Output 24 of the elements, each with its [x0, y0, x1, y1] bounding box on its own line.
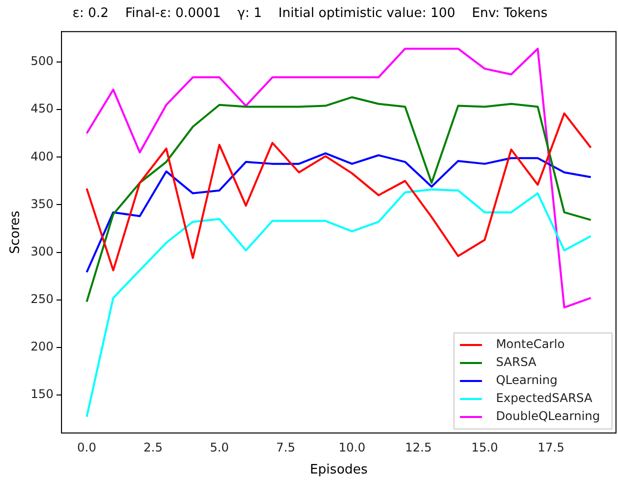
x-tick-label: 10.0	[338, 440, 366, 454]
x-tick-label: 7.5	[276, 440, 296, 454]
y-axis-title: Scores	[8, 210, 24, 254]
legend-label: SARSA	[496, 355, 538, 370]
x-tick-label: 0.0	[77, 440, 96, 454]
chart-title: ε: 0.2 Final-ε: 0.0001 γ: 1 Initial optimistic value: 100 Env: Tokens	[72, 6, 548, 22]
y-tick-label: 150	[30, 387, 54, 402]
y-tick-label: 300	[30, 244, 54, 258]
y-tick-label: 350	[30, 196, 54, 211]
y-tick-label: 200	[30, 340, 54, 354]
x-tick-label: 5.0	[210, 440, 229, 454]
y-tick-label: 400	[30, 149, 54, 164]
y-tick-label: 500	[30, 54, 54, 68]
legend-label: QLearning	[496, 373, 558, 388]
y-tick-label: 450	[30, 102, 54, 116]
x-tick-label: 17.5	[538, 440, 564, 454]
legend-label: ExpectedSARSA	[496, 391, 594, 406]
legend-label: DoubleQLearning	[496, 409, 600, 424]
x-tick-label: 15.0	[471, 440, 498, 454]
y-tick-label: 250	[30, 292, 54, 306]
legend-label: MonteCarlo	[496, 337, 565, 352]
x-axis-title: Episodes	[310, 462, 368, 478]
x-tick-label: 2.5	[143, 440, 163, 454]
x-tick-label: 12.5	[404, 440, 432, 454]
